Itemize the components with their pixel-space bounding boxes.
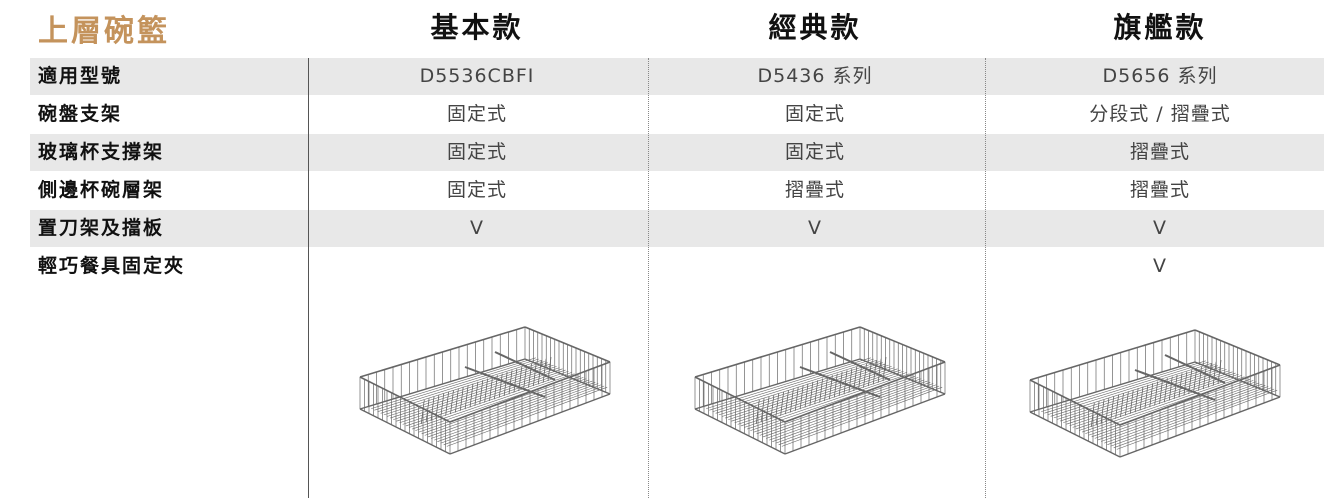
table-row: 碗盤支架 固定式 固定式 分段式 / 摺疊式 — [30, 96, 1324, 133]
rack-image — [1029, 329, 1281, 458]
column-header: 經典款 — [768, 11, 862, 44]
rack-image — [359, 326, 611, 455]
cell: 摺疊式 — [1129, 141, 1190, 163]
cell: V — [1153, 255, 1167, 277]
divider — [985, 58, 986, 498]
column-header: 旗艦款 — [1113, 11, 1207, 44]
table-row: 側邊杯碗層架 固定式 摺疊式 摺疊式 — [30, 172, 1324, 209]
cell: V — [470, 217, 484, 239]
cell: 固定式 — [446, 141, 507, 163]
cell: 分段式 / 摺疊式 — [1089, 103, 1231, 125]
table-row: 置刀架及擋板 V V V — [30, 210, 1324, 247]
table-row: 輕巧餐具固定夾 V — [30, 248, 1324, 285]
cell: 摺疊式 — [1129, 179, 1190, 201]
divider — [308, 58, 309, 498]
cell: D5536CBFI — [419, 65, 535, 87]
cell: V — [808, 217, 822, 239]
cell: 摺疊式 — [784, 179, 845, 201]
cell: 固定式 — [784, 103, 845, 125]
rack-image — [694, 326, 946, 455]
cell: V — [1153, 217, 1167, 239]
cell: D5656 系列 — [1102, 65, 1218, 87]
divider — [648, 58, 649, 498]
row-label: 置刀架及擋板 — [38, 217, 165, 239]
cell: D5436 系列 — [757, 65, 873, 87]
row-label: 輕巧餐具固定夾 — [38, 255, 186, 277]
cell: 固定式 — [446, 179, 507, 201]
table-row: 適用型號 D5536CBFI D5436 系列 D5656 系列 — [30, 58, 1324, 95]
row-label: 碗盤支架 — [38, 103, 123, 125]
cell: 固定式 — [446, 103, 507, 125]
row-label: 適用型號 — [38, 65, 123, 87]
row-label: 側邊杯碗層架 — [38, 179, 165, 201]
table-row: 玻璃杯支撐架 固定式 固定式 摺疊式 — [30, 134, 1324, 171]
cell: 固定式 — [784, 141, 845, 163]
column-header: 基本款 — [430, 11, 524, 44]
row-label: 玻璃杯支撐架 — [38, 141, 165, 163]
table-title: 上層碗籃 — [38, 14, 170, 49]
